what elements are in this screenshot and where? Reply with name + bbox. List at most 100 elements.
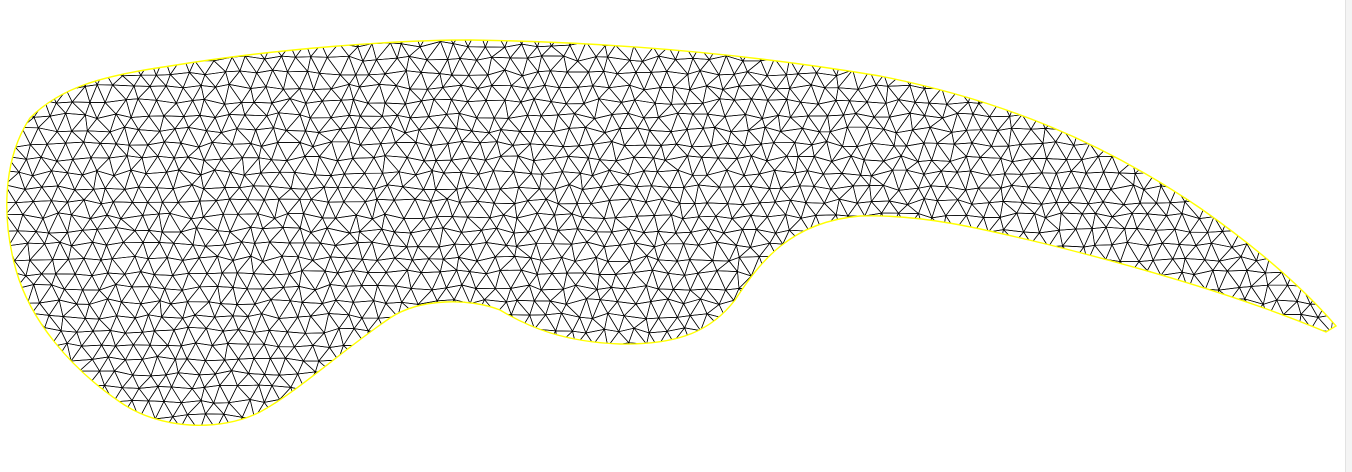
mesh-triangle	[98, 356, 116, 372]
mesh-triangle	[1240, 243, 1258, 262]
mesh-triangle	[1128, 270, 1148, 286]
mesh-triangle	[620, 99, 636, 115]
mesh-triangle	[92, 330, 112, 346]
mesh-triangle	[157, 374, 173, 388]
mesh-triangle	[320, 42, 340, 58]
mesh-triangle	[561, 155, 582, 174]
mesh-triangle	[435, 159, 453, 174]
mesh-triangle	[269, 171, 292, 189]
mesh-triangle	[411, 245, 430, 261]
mesh-triangle	[666, 70, 689, 88]
mesh-triangle	[57, 172, 76, 191]
mesh-triangle	[214, 315, 234, 332]
mesh-triangle	[563, 272, 577, 290]
mesh-triangle	[301, 270, 326, 291]
mesh-triangle	[228, 198, 249, 215]
mesh-triangle	[657, 214, 677, 234]
mesh-triangle	[99, 370, 116, 387]
mesh-triangle	[689, 313, 708, 332]
mesh-triangle	[889, 112, 911, 134]
mesh-triangle	[1152, 242, 1174, 261]
mesh-triangle	[253, 343, 271, 359]
mesh-triangle	[305, 186, 326, 200]
mesh-triangle	[686, 127, 704, 148]
mesh-triangle	[475, 299, 497, 318]
mesh-triangle	[852, 174, 871, 187]
mesh-triangle	[460, 171, 480, 188]
mesh-triangle	[574, 256, 598, 274]
mesh-triangle	[687, 155, 703, 177]
mesh-triangle	[40, 143, 58, 162]
mesh-triangle	[550, 86, 567, 105]
mesh-triangle	[42, 212, 59, 234]
mesh-triangle	[461, 141, 481, 159]
mesh-triangle	[54, 258, 76, 275]
mesh-triangle	[38, 299, 60, 317]
mesh-triangle	[204, 60, 227, 76]
mesh-triangle	[702, 98, 721, 115]
mesh-triangle	[65, 112, 87, 132]
mesh-triangle	[119, 214, 144, 232]
mesh-triangle	[807, 115, 829, 133]
mesh-triangle	[29, 143, 48, 158]
mesh-triangle	[1161, 242, 1180, 260]
mesh-triangle	[134, 241, 149, 260]
mesh-triangle	[278, 373, 299, 389]
mesh-triangle	[193, 44, 215, 62]
mesh-triangle	[121, 374, 140, 389]
mesh-triangle	[923, 185, 938, 202]
mesh-triangle	[794, 155, 809, 174]
mesh-triangle	[199, 286, 219, 303]
mesh-triangle	[355, 200, 373, 220]
mesh-triangle	[309, 100, 332, 119]
mesh-triangle	[335, 285, 354, 303]
mesh-triangle	[609, 198, 631, 219]
mesh-triangle	[263, 55, 283, 71]
mesh-triangle	[1103, 155, 1120, 174]
mesh-triangle	[629, 59, 644, 74]
mesh-triangle	[1118, 172, 1136, 186]
mesh-triangle	[236, 303, 256, 318]
mesh-triangle	[494, 269, 512, 290]
mesh-triangle	[718, 169, 735, 188]
mesh-triangle	[1010, 113, 1032, 130]
mesh-triangle	[940, 170, 958, 188]
mesh-triangle	[83, 130, 102, 144]
mesh-triangle	[983, 201, 1001, 218]
mesh-triangle	[694, 202, 708, 218]
mesh-triangle	[565, 298, 588, 318]
mesh-triangle	[775, 87, 791, 101]
mesh-triangle	[651, 259, 670, 274]
mesh-triangle	[667, 272, 686, 291]
mesh-triangle	[749, 242, 771, 258]
mesh-triangle	[48, 212, 69, 234]
mesh-triangle	[485, 84, 506, 101]
mesh-triangle	[203, 384, 221, 404]
mesh-triangle	[733, 175, 752, 188]
mesh-triangle	[437, 127, 458, 145]
mesh-triangle	[47, 232, 69, 243]
mesh-triangle	[534, 131, 555, 146]
mesh-triangle	[504, 40, 523, 48]
mesh-triangle	[623, 127, 646, 146]
mesh-triangle	[644, 144, 662, 159]
mesh-triangle	[724, 114, 747, 133]
mesh-triangle	[831, 155, 852, 175]
mesh-triangle	[339, 74, 357, 85]
mesh-triangle	[537, 54, 551, 73]
mesh-triangle	[557, 213, 578, 231]
mesh-triangle	[386, 184, 404, 201]
mesh-triangle	[409, 71, 428, 90]
mesh-triangle	[670, 129, 688, 145]
mesh-triangle	[1078, 187, 1096, 205]
mesh-triangle	[611, 273, 627, 290]
mesh-triangle	[13, 242, 31, 262]
mesh-triangle	[1049, 188, 1063, 204]
mesh-triangle	[698, 42, 721, 61]
mesh-triangle	[305, 43, 323, 58]
mesh-triangle	[329, 244, 347, 259]
mesh-triangle	[587, 55, 605, 73]
mesh-triangle	[21, 127, 39, 146]
mesh-triangle	[302, 360, 320, 373]
